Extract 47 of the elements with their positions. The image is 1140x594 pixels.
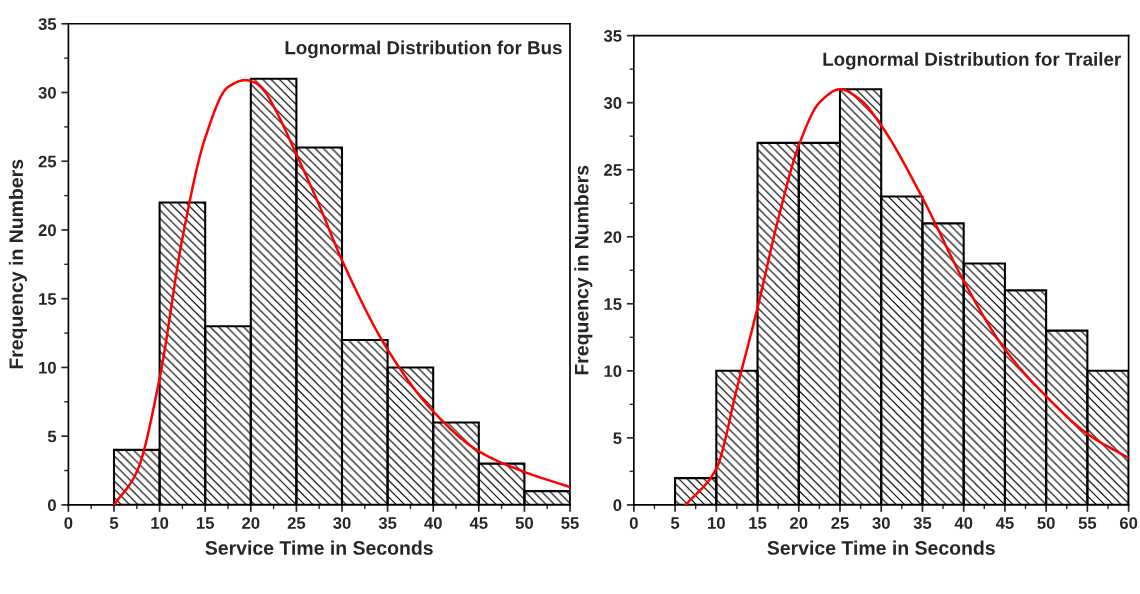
x-tick-label: 55 xyxy=(561,517,579,529)
y-tick-label: 35 xyxy=(38,18,57,30)
x-tick-label: 20 xyxy=(242,517,260,529)
y-tick-label: 15 xyxy=(39,293,57,305)
y-tick-label: 25 xyxy=(604,164,622,176)
x-tick-label: 35 xyxy=(378,517,397,529)
x-tick-label: 40 xyxy=(954,517,973,529)
x-tick-label: 55 xyxy=(1078,517,1097,529)
x-tick-label: 25 xyxy=(287,517,306,529)
text: Lognormal Distribution for Bus xyxy=(285,40,562,59)
x-axis-title: Service Time in Seconds xyxy=(205,540,433,555)
x-tick-label: 50 xyxy=(1037,517,1055,529)
x-tick-label: 0 xyxy=(629,517,638,529)
x-tick-label: 30 xyxy=(333,517,351,529)
x-axis-title: Service Time in Seconds xyxy=(767,540,995,555)
y-tick-label: 10 xyxy=(604,365,622,378)
y-axis-title: Frequency in Numbers xyxy=(574,165,593,375)
x-tick-label: 40 xyxy=(424,517,442,529)
x-tick-label: 10 xyxy=(151,517,169,529)
x-tick-label: 15 xyxy=(196,517,215,529)
y-tick-label: 25 xyxy=(38,155,57,168)
x-tick-label: 30 xyxy=(872,517,890,529)
y-tick-label: 20 xyxy=(604,231,622,243)
y-tick-label: 0 xyxy=(613,499,622,512)
y-tick-label: 20 xyxy=(38,224,56,237)
y-axis-title: Frequency in Numbers xyxy=(8,159,27,369)
x-tick-label: 45 xyxy=(995,517,1014,529)
x-tick-label: 10 xyxy=(708,517,725,529)
x-tick-label: 35 xyxy=(913,517,932,529)
text: Lognormal Distribution for Trailer xyxy=(823,52,1121,70)
x-tick-label: 20 xyxy=(790,517,808,529)
y-tick-label: 35 xyxy=(603,30,622,42)
y-tick-label: 0 xyxy=(47,499,56,512)
x-tick-label: 25 xyxy=(831,517,849,529)
x-tick-label: 5 xyxy=(109,517,119,529)
x-tick-label: 0 xyxy=(64,517,73,529)
y-tick-label: 30 xyxy=(603,97,622,109)
x-tick-label: 50 xyxy=(515,517,533,529)
x-tick-label: 5 xyxy=(670,517,680,529)
y-tick-label: 5 xyxy=(47,430,57,443)
y-tick-label: 30 xyxy=(38,86,56,99)
x-tick-label: 45 xyxy=(469,517,488,529)
y-tick-label: 10 xyxy=(39,361,56,374)
y-tick-label: 15 xyxy=(604,298,622,310)
y-tick-label: 5 xyxy=(613,432,622,445)
x-tick-label: 60 xyxy=(1119,517,1138,529)
x-tick-label: 15 xyxy=(749,517,767,529)
